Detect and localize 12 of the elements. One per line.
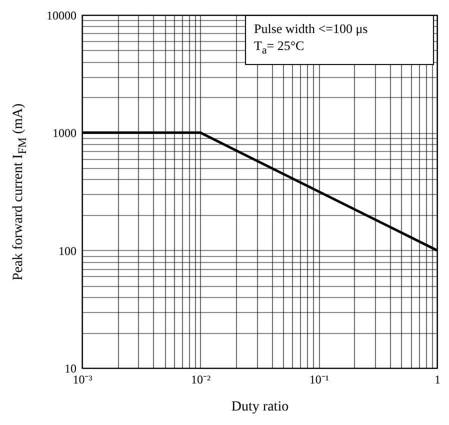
x-tick-label: 10⁻² xyxy=(191,372,212,386)
annotation: Pulse width <=100 μs xyxy=(254,20,369,37)
annotation: T$_{a}$= 25°C xyxy=(254,37,306,59)
y-tick-label: 10 xyxy=(64,362,76,376)
note-box: Pulse width <=100 μs T$_{a}$= 25°C xyxy=(245,15,434,65)
y-tick-label: 100 xyxy=(58,244,76,258)
x-axis-title: Duty ratio xyxy=(231,400,289,414)
y-tick-label: 1000 xyxy=(52,126,76,140)
x-tick-label: 10⁻³ xyxy=(72,372,93,386)
x-tick-label: 10⁻¹ xyxy=(309,372,330,386)
x-tick-label: 1 xyxy=(434,372,440,386)
y-tick-label: 10000 xyxy=(46,8,76,22)
